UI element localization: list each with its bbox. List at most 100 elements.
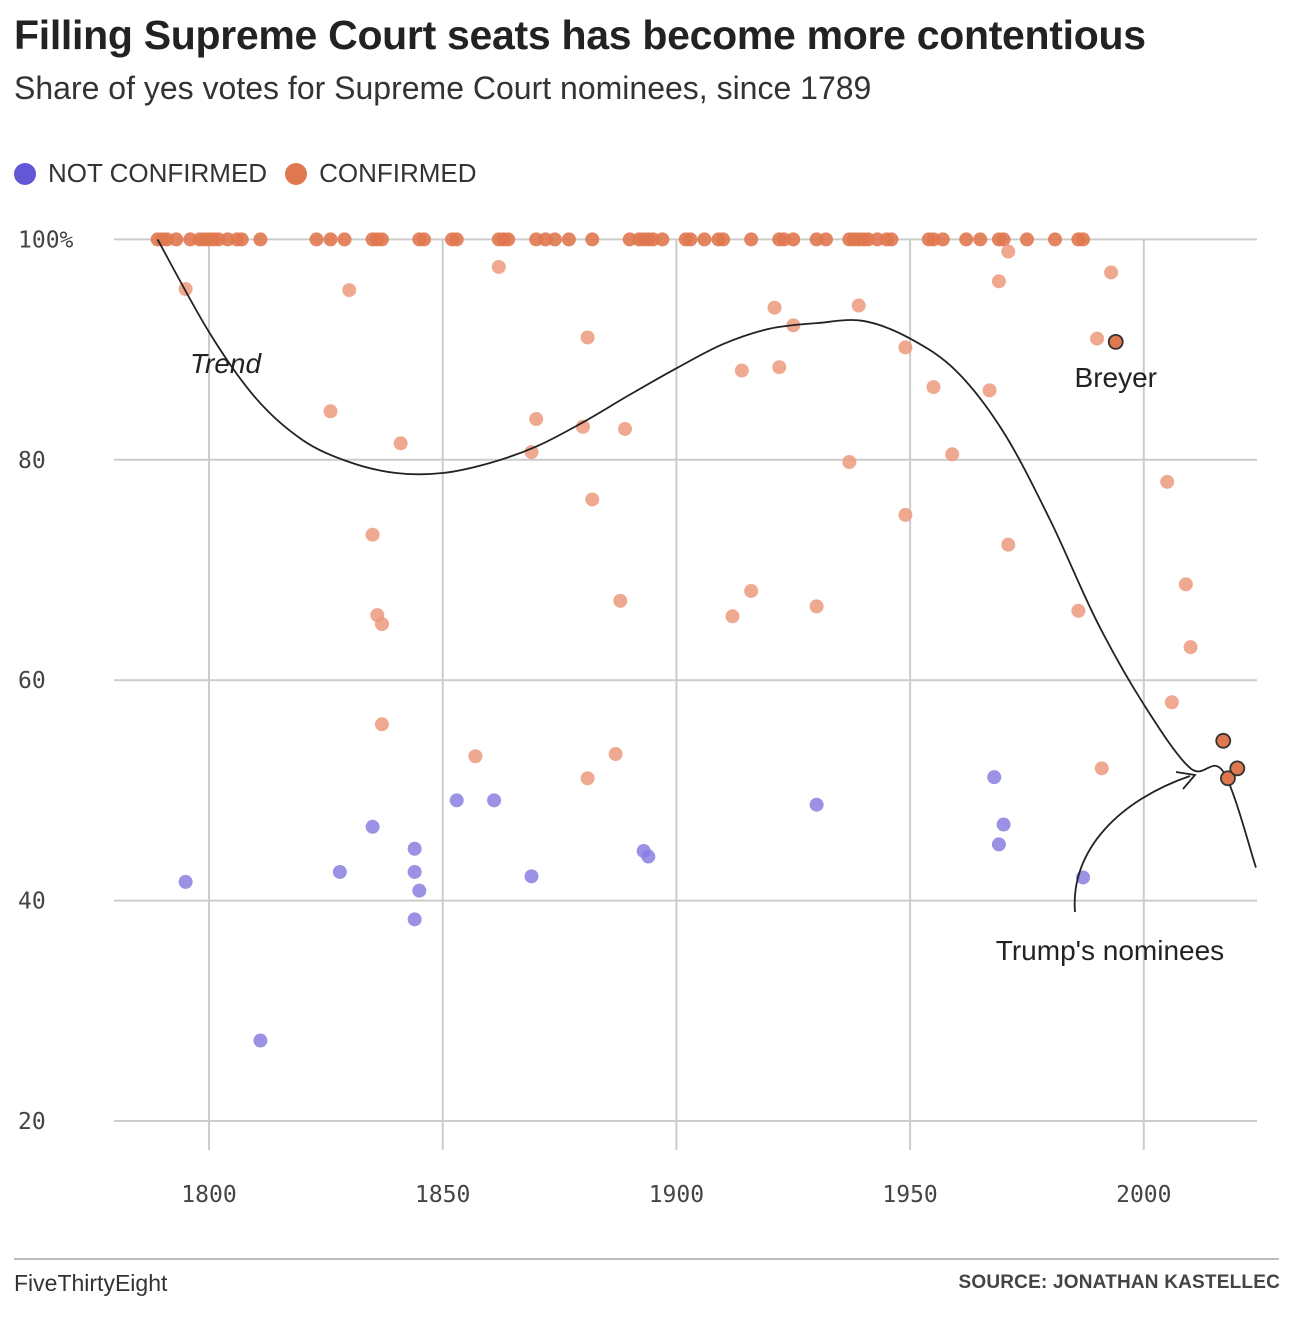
- confirmed-point: [585, 232, 600, 247]
- not-confirmed-point: [332, 864, 347, 879]
- confirmed-point: [374, 717, 389, 732]
- confirmed-point: [253, 232, 268, 247]
- confirmed-point: [323, 404, 338, 419]
- confirmed-point: [580, 771, 595, 786]
- confirmed-point: [697, 232, 712, 247]
- confirmed-point: [734, 363, 749, 378]
- legend-item-confirmed: CONFIRMED: [285, 158, 477, 189]
- confirmed-point: [342, 283, 357, 298]
- not-confirmed-point: [407, 912, 422, 927]
- confirmed-point: [982, 383, 997, 398]
- y-tick-label: 60: [18, 668, 46, 694]
- confirmed-point: [1001, 244, 1016, 259]
- confirmed-point: [818, 232, 833, 247]
- y-tick-label: 40: [18, 889, 46, 915]
- legend-item-not-confirmed: NOT CONFIRMED: [14, 158, 267, 189]
- confirmed-swatch: [285, 162, 308, 185]
- not-confirmed-point: [641, 849, 656, 864]
- brand-label: FiveThirtyEight: [14, 1270, 168, 1296]
- confirmed-point: [1178, 577, 1193, 592]
- confirmed-point: [449, 232, 464, 247]
- confirmed-point: [365, 527, 380, 542]
- confirmed-point: [524, 445, 539, 460]
- confirmed-point: [772, 360, 787, 375]
- confirmed-point: [716, 232, 731, 247]
- confirmed-point: [617, 421, 632, 436]
- breyer-label: Breyer: [1075, 362, 1157, 393]
- confirmed-point: [491, 259, 506, 274]
- confirmed-point: [501, 232, 516, 247]
- confirmed-point: [655, 232, 670, 247]
- confirmed-point: [935, 232, 950, 247]
- highlighted-confirmed-point: [1229, 760, 1246, 777]
- confirmed-point: [1160, 474, 1175, 489]
- confirmed-point: [851, 298, 866, 313]
- confirmed-point: [767, 300, 782, 315]
- x-tick-label: 1800: [181, 1182, 236, 1208]
- confirmed-point: [1019, 232, 1034, 247]
- confirmed-point: [178, 281, 193, 296]
- confirmed-point: [809, 599, 824, 614]
- confirmed-point: [725, 609, 740, 624]
- confirmed-point: [898, 507, 913, 522]
- not-confirmed-point: [809, 797, 824, 812]
- confirmed-point: [1071, 603, 1086, 618]
- legend: NOT CONFIRMED CONFIRMED: [14, 158, 495, 189]
- y-tick-label: 80: [18, 448, 46, 474]
- confirmed-point: [417, 232, 432, 247]
- confirmed-point: [786, 232, 801, 247]
- confirmed-point: [744, 232, 759, 247]
- not-confirmed-point: [991, 837, 1006, 852]
- confirmed-point: [991, 274, 1006, 289]
- chart-subtitle: Share of yes votes for Supreme Court nom…: [14, 70, 872, 106]
- confirmed-point: [323, 232, 338, 247]
- confirmed-point: [547, 232, 562, 247]
- not-confirmed-point: [412, 883, 427, 898]
- confirmed-point: [580, 330, 595, 345]
- highlighted-confirmed-point: [1215, 732, 1232, 749]
- source-label: SOURCE: JONATHAN KASTELLEC: [958, 1272, 1280, 1293]
- not-confirmed-point: [407, 864, 422, 879]
- not-confirmed-point: [407, 841, 422, 856]
- confirmed-point: [1183, 640, 1198, 655]
- confirmed-point: [926, 380, 941, 395]
- y-tick-label: 100%: [18, 227, 74, 253]
- highlighted-confirmed-point: [1107, 333, 1124, 350]
- confirmed-point: [683, 232, 698, 247]
- trend-line: [156, 238, 1257, 868]
- confirmed-point: [884, 232, 899, 247]
- x-tick-label: 1850: [415, 1182, 470, 1208]
- not-confirmed-point: [987, 770, 1002, 785]
- footer-divider: [14, 1258, 1279, 1260]
- confirmed-point: [529, 412, 544, 427]
- not-confirmed-point: [365, 819, 380, 834]
- not-confirmed-point: [996, 817, 1011, 832]
- scatter-chart: 20 40 60 80 100% 1800 1850 1900 1950 2000 Trend Bre…: [18, 227, 1257, 1208]
- not-confirmed-point: [449, 793, 464, 808]
- confirmed-point: [1076, 232, 1091, 247]
- confirmed-point: [744, 583, 759, 598]
- confirmed-point: [945, 447, 960, 462]
- not-confirmed-point: [253, 1033, 268, 1048]
- confirmed-point: [169, 232, 184, 247]
- highlighted-confirmed-point: [1220, 770, 1236, 787]
- confirmed-point: [898, 340, 913, 355]
- confirmed-point: [374, 232, 389, 247]
- not-confirmed-point: [178, 874, 193, 889]
- confirmed-point: [374, 616, 389, 631]
- confirmed-point: [234, 232, 249, 247]
- confirmed-point: [608, 747, 623, 762]
- confirmed-point: [1164, 695, 1179, 710]
- not-confirmed-point: [487, 793, 502, 808]
- confirmed-point: [585, 492, 600, 507]
- x-tick-label: 1950: [882, 1182, 937, 1208]
- trumps-nominees-label: Trump's nominees: [996, 935, 1224, 966]
- confirmed-point: [1104, 265, 1119, 280]
- confirmed-point: [1090, 331, 1105, 346]
- confirmed-point: [337, 232, 352, 247]
- confirmed-point: [393, 436, 408, 451]
- x-tick-label: 1900: [649, 1182, 704, 1208]
- confirmed-point: [613, 593, 628, 608]
- nominees-arrowhead: [1175, 771, 1197, 790]
- not-confirmed-swatch: [14, 162, 36, 185]
